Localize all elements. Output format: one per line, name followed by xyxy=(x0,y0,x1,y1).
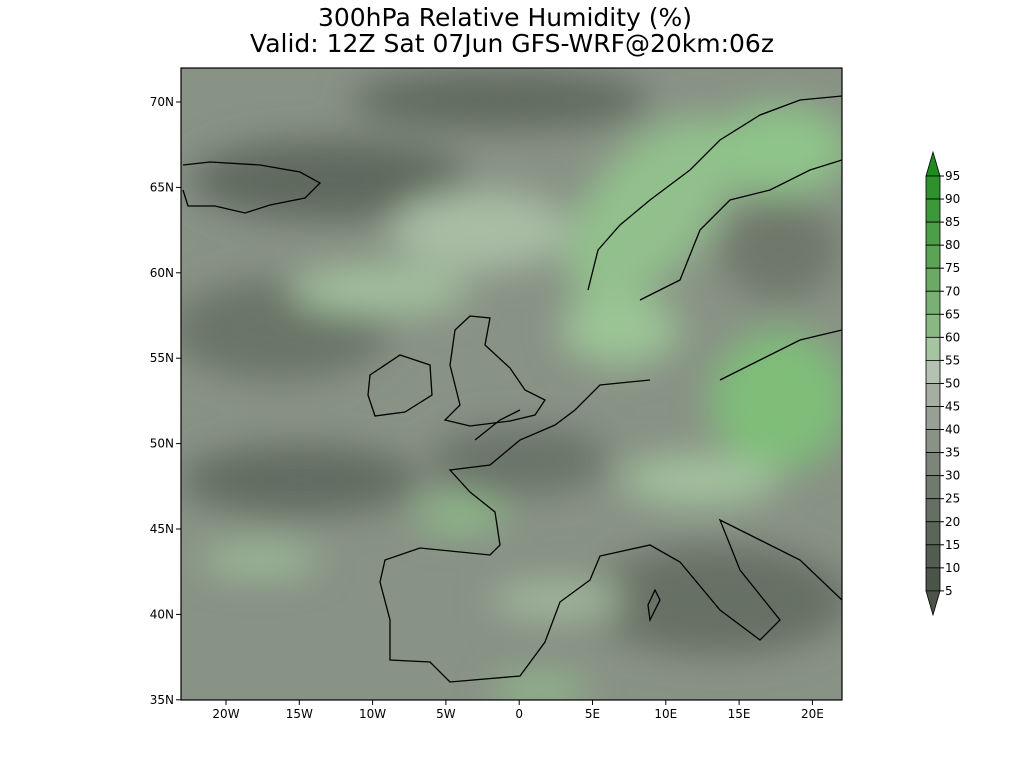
lat-label: 50N xyxy=(150,437,174,451)
colorbar-band xyxy=(925,521,941,546)
lat-label: 60N xyxy=(150,266,174,280)
map-frame xyxy=(180,67,843,701)
colorbar-band xyxy=(925,359,941,384)
lon-label: 10E xyxy=(654,707,677,721)
colorbar-label: 40 xyxy=(945,423,960,437)
colorbar-band xyxy=(925,244,941,269)
colorbar-label: 35 xyxy=(945,446,960,460)
colorbar-label: 60 xyxy=(945,330,960,344)
colorbar-band xyxy=(925,267,941,292)
lat-label: 35N xyxy=(150,693,174,707)
lon-label: 15E xyxy=(728,707,751,721)
lon-label: 20W xyxy=(212,707,239,721)
lat-label: 70N xyxy=(150,95,174,109)
lon-label: 5W xyxy=(436,707,456,721)
colorbar-band xyxy=(925,406,941,430)
colorbar-band xyxy=(925,336,941,361)
colorbar-label: 20 xyxy=(945,515,960,529)
lat-label: 55N xyxy=(150,351,174,365)
colorbar-label: 90 xyxy=(945,192,960,206)
lon-label: 0 xyxy=(515,707,523,721)
title-line-1: 300hPa Relative Humidity (%) xyxy=(318,3,692,32)
colorbar-label: 85 xyxy=(945,215,960,229)
lon-label: 10W xyxy=(359,707,386,721)
colorbar-label: 25 xyxy=(945,492,960,506)
colorbar-label: 65 xyxy=(945,307,960,321)
colorbar-band xyxy=(925,383,941,407)
colorbar: 95 90 85 80 75 70 65 60 55 50 45 40 35 30 25 20 15 10 5 xyxy=(925,150,960,617)
colorbar-band xyxy=(925,313,941,338)
colorbar-arrow-top xyxy=(925,150,941,177)
colorbar-band xyxy=(925,290,941,315)
colorbar-label: 5 xyxy=(945,584,953,598)
colorbar-band xyxy=(925,198,941,223)
humidity-field xyxy=(181,68,842,700)
colorbar-band xyxy=(925,452,941,477)
colorbar-band xyxy=(925,544,941,569)
colorbar-label: 95 xyxy=(945,169,960,183)
colorbar-band xyxy=(925,429,941,453)
colorbar-label: 70 xyxy=(945,284,960,298)
colorbar-label: 45 xyxy=(945,400,960,414)
lon-label: 20E xyxy=(801,707,824,721)
lat-label: 65N xyxy=(150,180,174,194)
colorbar-label: 55 xyxy=(945,353,960,367)
colorbar-band xyxy=(925,498,941,523)
colorbar-label: 10 xyxy=(945,561,960,575)
colorbar-arrow-bottom xyxy=(925,590,941,617)
colorbar-band xyxy=(925,175,941,200)
colorbar-label: 80 xyxy=(945,238,960,252)
colorbar-band xyxy=(925,567,941,592)
lat-label: 45N xyxy=(150,522,174,536)
colorbar-label: 75 xyxy=(945,261,960,275)
colorbar-label: 15 xyxy=(945,538,960,552)
title-line-2: Valid: 12Z Sat 07Jun GFS-WRF@20km:06z xyxy=(250,29,774,58)
lat-label: 40N xyxy=(150,607,174,621)
colorbar-label: 50 xyxy=(945,376,960,390)
colorbar-band xyxy=(925,221,941,246)
lon-label: 15W xyxy=(286,707,313,721)
colorbar-band xyxy=(925,475,941,500)
colorbar-label: 30 xyxy=(945,469,960,483)
lon-label: 5E xyxy=(585,707,600,721)
